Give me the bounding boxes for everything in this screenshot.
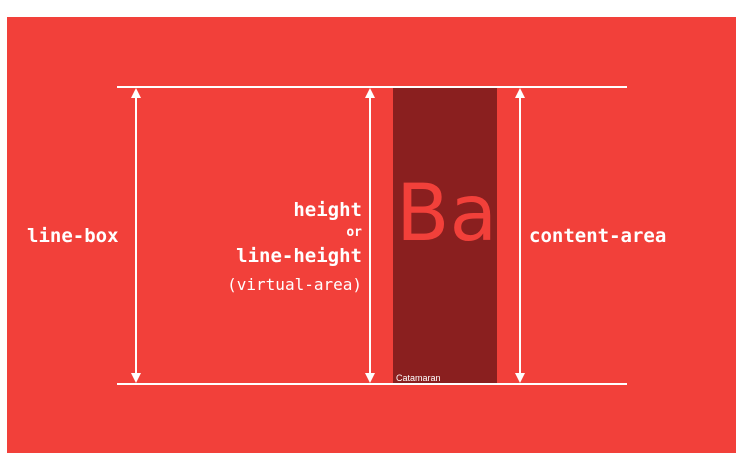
content-area-box [393, 88, 497, 384]
virtual-area-label: (virtual-area) [227, 275, 362, 294]
content-area-label: content-area [529, 225, 667, 247]
line-height-label: line-height [236, 245, 362, 267]
or-label: or [346, 225, 362, 240]
line-box-label: line-box [27, 225, 119, 247]
height-label: height [293, 199, 362, 221]
line-height-diagram: line-box height or line-height (virtual-… [7, 17, 736, 453]
diagram-graphic [7, 17, 736, 453]
font-name-label: Catamaran [396, 373, 441, 383]
sample-glyphs: Ba [396, 169, 498, 259]
